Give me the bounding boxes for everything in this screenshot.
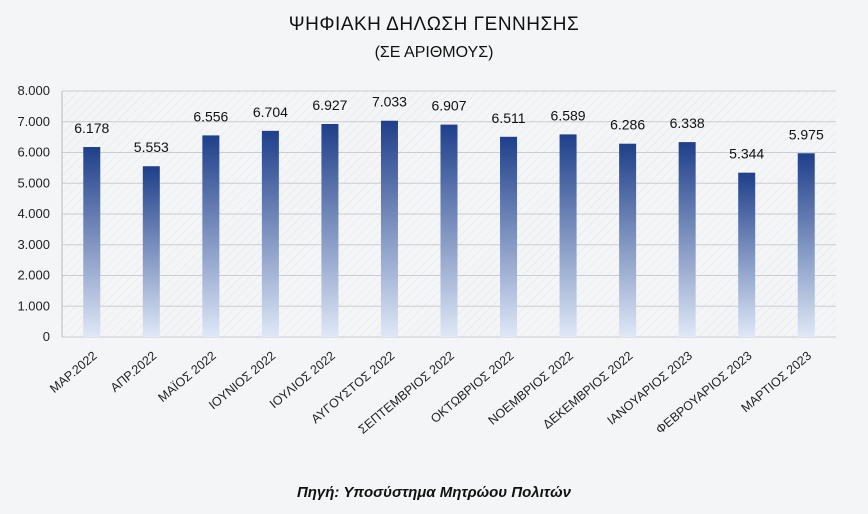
- y-tick-label: 0: [43, 329, 50, 344]
- bar: [559, 134, 577, 337]
- bar: [738, 172, 756, 337]
- bars: [83, 120, 815, 338]
- x-tick-label: ΣΕΠΤΕΜΒΡΙΟΣ 2022: [356, 349, 457, 437]
- data-label: 6.907: [431, 98, 466, 114]
- data-label: 6.338: [670, 115, 705, 131]
- y-tick-label: 2.000: [17, 268, 50, 283]
- bar: [261, 130, 279, 337]
- source-note: Πηγή: Υποσύστημα Μητρώου Πολιτών: [297, 484, 571, 501]
- x-tick-label: ΑΠΡ.2022: [108, 349, 159, 395]
- y-tick-label: 5.000: [17, 175, 50, 190]
- y-tick-label: 1.000: [17, 298, 50, 313]
- data-label: 6.178: [74, 120, 109, 136]
- data-label: 6.286: [610, 117, 645, 133]
- data-label: 5.975: [789, 126, 824, 142]
- x-tick-label: ΜΑΡ.2022: [47, 349, 100, 396]
- data-label: 7.033: [372, 94, 407, 110]
- value-labels: 6.178 5.553 6.556 6.704 6.927 7.033 6.907 6.511…: [74, 94, 824, 162]
- y-tick-label: 3.000: [17, 237, 50, 252]
- x-tick-label: ΦΕΒΡΟΥΑΡΙΟΣ 2023: [653, 349, 754, 437]
- bar: [142, 166, 160, 337]
- bar: [797, 153, 815, 337]
- data-label: 6.511: [492, 110, 526, 126]
- data-label: 6.589: [551, 107, 586, 123]
- bar: [500, 136, 518, 337]
- data-label: 6.704: [253, 104, 288, 120]
- data-label: 6.927: [312, 97, 347, 113]
- data-label: 6.556: [193, 108, 228, 124]
- y-tick-label: 6.000: [17, 145, 50, 160]
- y-tick-label: 8.000: [17, 83, 50, 98]
- chart-subtitle: (ΣΕ ΑΡΙΘΜΟΥΣ): [374, 44, 494, 61]
- bar: [83, 147, 101, 337]
- data-label: 5.344: [729, 146, 764, 162]
- chart-title: ΨΗΦΙΑΚΗ ΔΗΛΩΣΗ ΓΕΝΝΗΣΗΣ: [288, 14, 580, 35]
- bar: [619, 143, 637, 337]
- data-label: 5.553: [134, 139, 169, 155]
- y-tick-label: 7.000: [17, 114, 50, 129]
- x-tick-label: ΜΑΪΟΣ 2022: [155, 349, 218, 405]
- y-tick-label: 4.000: [17, 206, 50, 221]
- bar: [678, 142, 696, 337]
- bar: [440, 124, 458, 338]
- bar: [321, 123, 339, 337]
- y-axis: 0 1.000 2.000 3.000 4.000 5.000 6.000 7.000 8.00…: [17, 83, 63, 344]
- bar: [380, 120, 398, 337]
- bar: [202, 135, 220, 337]
